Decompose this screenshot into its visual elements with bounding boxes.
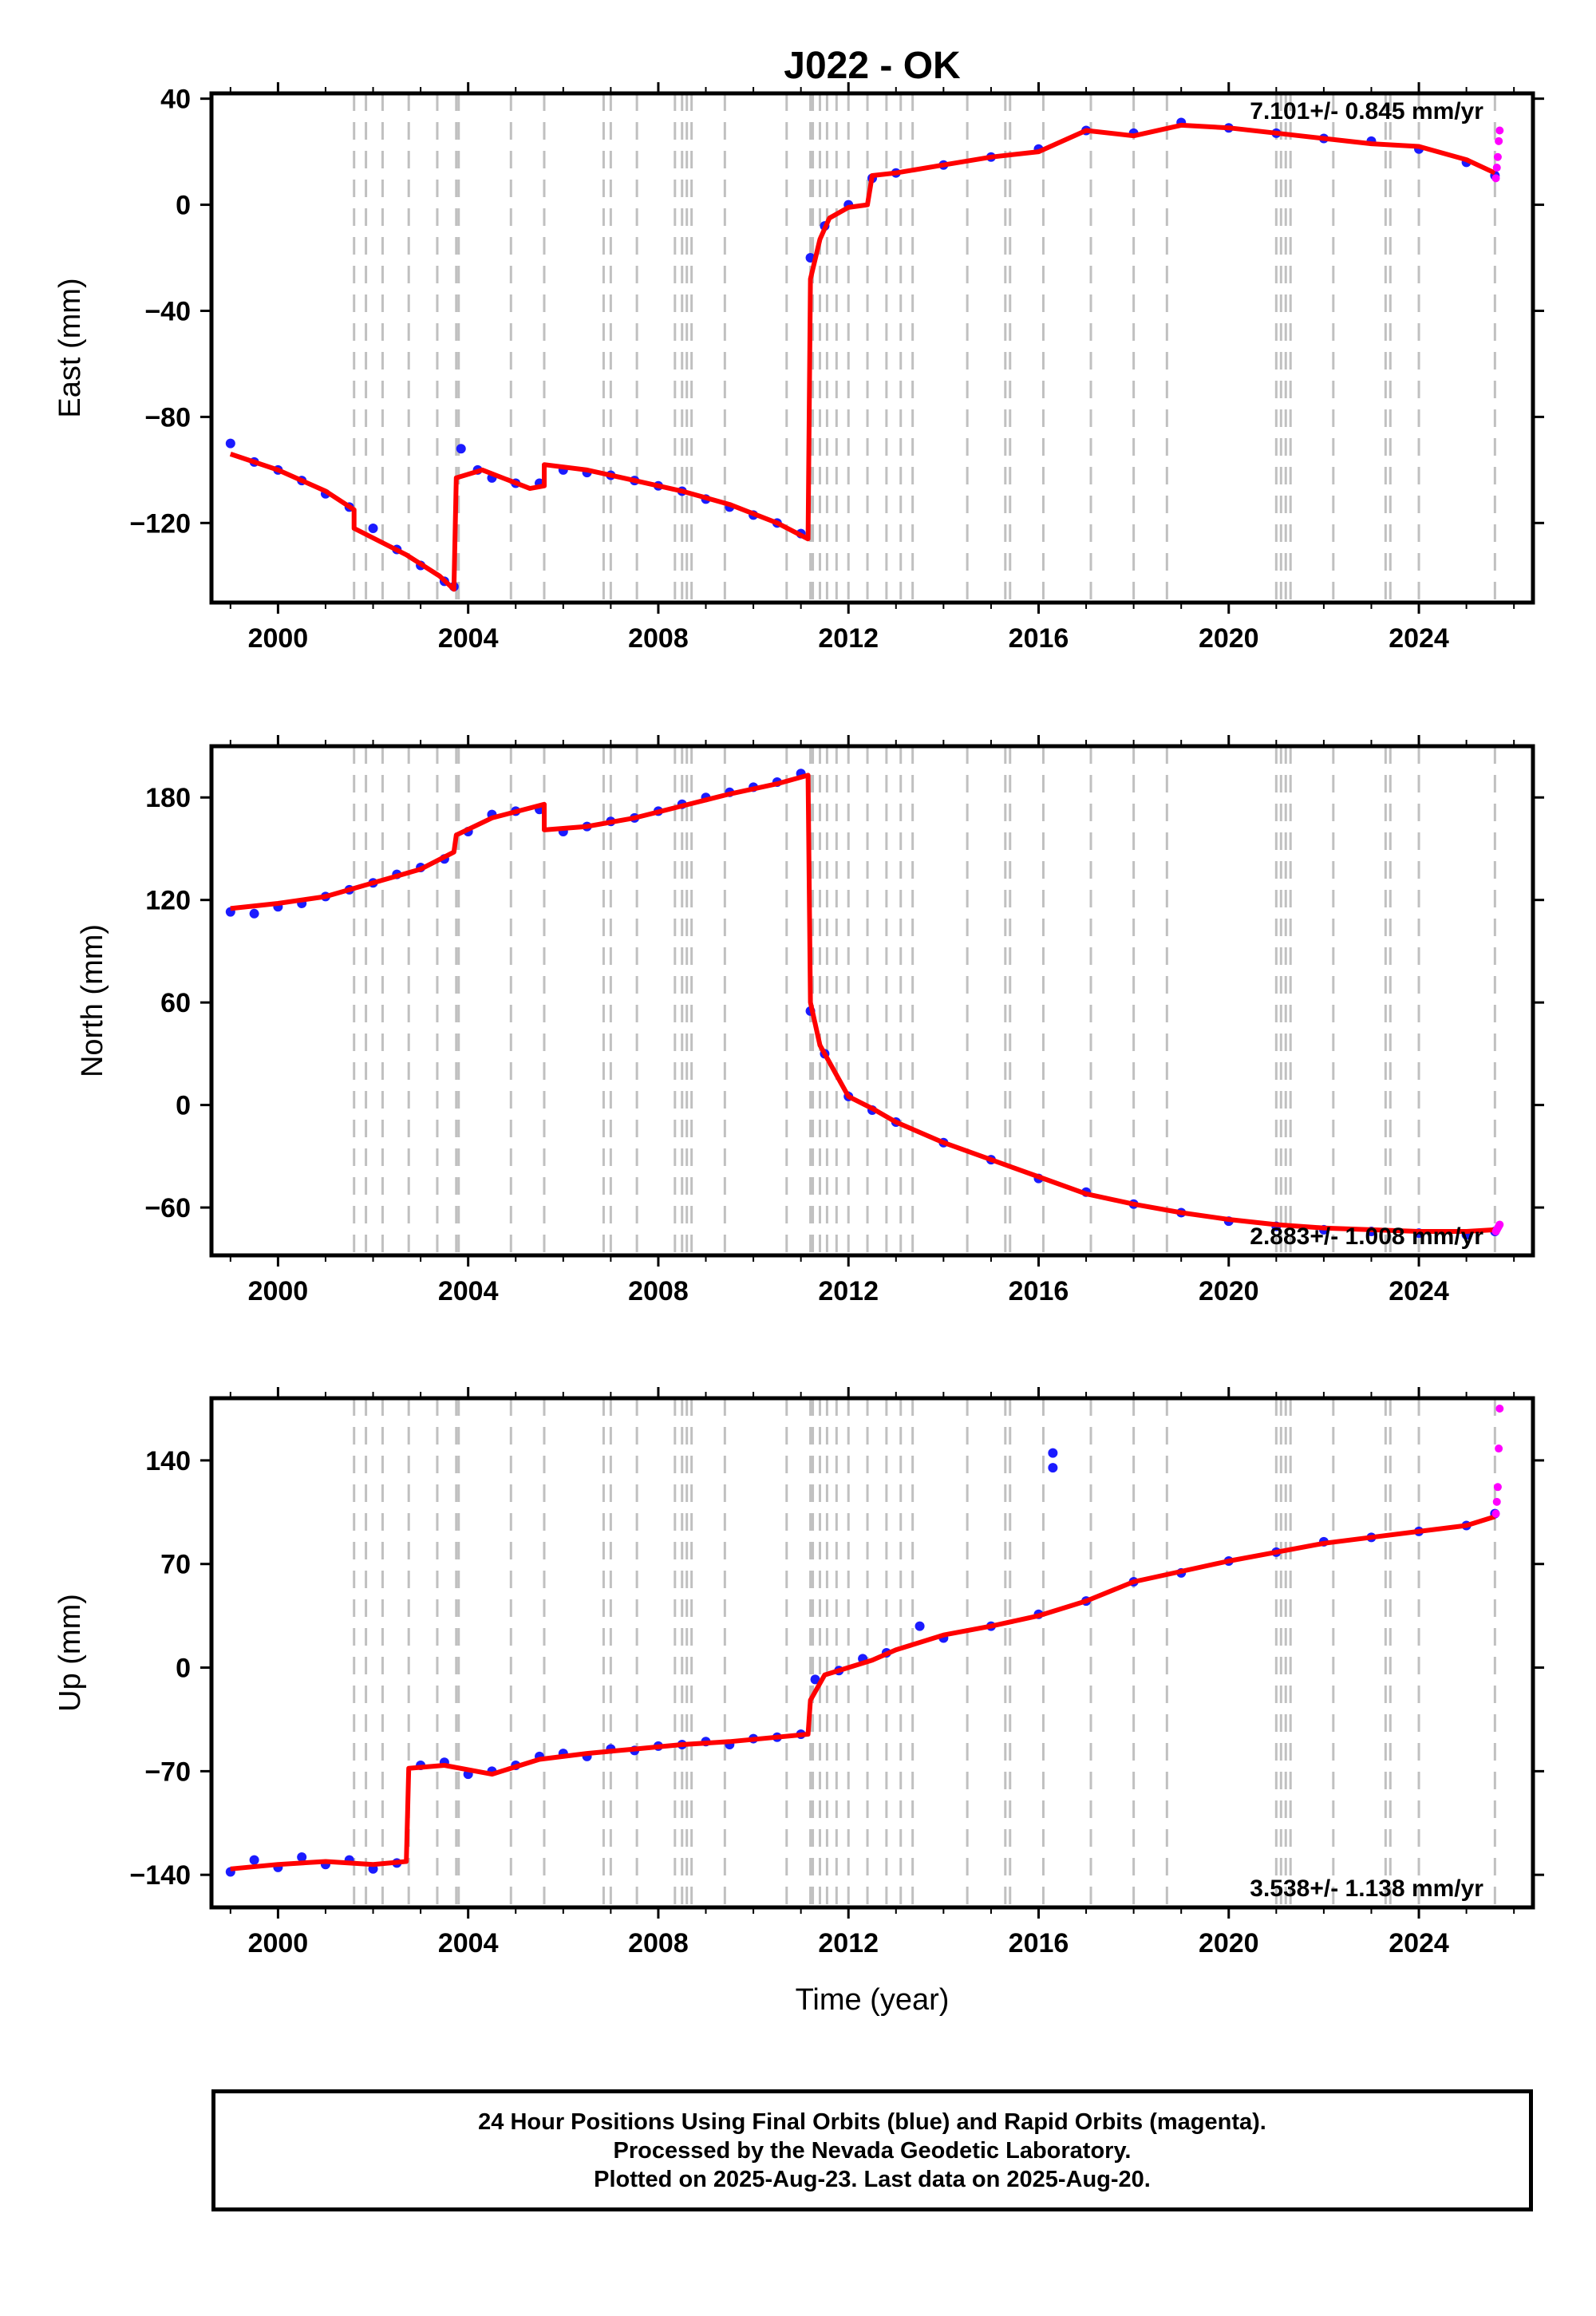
x-tick-label: 2008 <box>628 1928 689 1958</box>
rate-label: 3.538+/- 1.138 mm/yr <box>1250 1875 1483 1902</box>
final-orbit-point <box>225 438 235 449</box>
model-line <box>229 122 1496 592</box>
plot-frame <box>209 744 1535 1258</box>
x-tick-label: 2016 <box>1009 1276 1069 1306</box>
final-orbit-point <box>1048 1448 1058 1458</box>
x-tick-label: 2008 <box>628 623 689 654</box>
rapid-orbit-point <box>1491 174 1500 183</box>
rapid-orbit-point <box>1495 136 1503 145</box>
rapid-orbit-point <box>1492 164 1501 172</box>
up-panel: 2000 2004 2008 2012 2016 2020 2024 −140 −70 0 70 14… <box>53 1387 1544 1958</box>
x-tick-label: 2016 <box>1009 1928 1069 1958</box>
x-tick-label: 2004 <box>438 623 499 654</box>
x-tick-label: 2020 <box>1199 1928 1259 1958</box>
x-tick-label: 2024 <box>1389 623 1449 654</box>
final-orbit-point <box>915 1621 925 1631</box>
y-tick-label: 60 <box>160 988 191 1018</box>
rate-label: 2.883+/- 1.008 mm/yr <box>1250 1223 1483 1250</box>
y-axis-label: East (mm) <box>53 278 87 417</box>
x-tick-label: 2020 <box>1199 1276 1259 1306</box>
y-tick-label: 0 <box>176 191 191 221</box>
x-tick-label: 2012 <box>818 1928 879 1958</box>
final-orbit-point <box>368 523 378 533</box>
y-tick-label: 0 <box>176 1654 191 1684</box>
x-tick-label: 2016 <box>1009 623 1069 654</box>
final-orbit-point <box>249 908 259 919</box>
y-axis-label: North (mm) <box>76 924 109 1077</box>
rapid-orbit-point <box>1491 1509 1500 1518</box>
x-tick-label: 2004 <box>438 1928 499 1958</box>
x-tick-label: 2024 <box>1389 1928 1449 1958</box>
x-tick-label: 2012 <box>818 623 879 654</box>
x-tick-label: 2000 <box>248 1276 309 1306</box>
final-orbit-point <box>297 1852 307 1862</box>
rapid-orbit-point <box>1495 126 1504 135</box>
x-tick-label: 2000 <box>248 1928 309 1958</box>
x-tick-label: 2004 <box>438 1276 499 1306</box>
final-orbit-point <box>810 1674 820 1685</box>
y-tick-label: 120 <box>145 886 191 916</box>
x-axis-label: Time (year) <box>796 1983 950 2017</box>
y-tick-label: 70 <box>160 1550 191 1580</box>
model-line <box>230 773 1495 1234</box>
x-tick-label: 2024 <box>1389 1276 1449 1306</box>
rapid-orbit-point <box>1493 152 1502 161</box>
plot-frame <box>209 1396 1535 1910</box>
rapid-orbit-point <box>1495 1220 1504 1229</box>
y-tick-label: 40 <box>160 85 191 115</box>
north-panel: 2000 2004 2008 2012 2016 2020 2024 −60 0 60 120 180… <box>76 735 1544 1306</box>
model-line <box>230 1514 1496 1871</box>
x-tick-label: 2000 <box>248 623 309 654</box>
rapid-orbit-point <box>1495 1404 1504 1413</box>
x-tick-label: 2008 <box>628 1276 689 1306</box>
rapid-orbit-point <box>1493 1483 1502 1492</box>
x-tick-label: 2020 <box>1199 623 1259 654</box>
y-tick-label: −80 <box>144 402 191 433</box>
y-tick-label: −40 <box>144 296 191 326</box>
final-orbit-point <box>456 444 466 454</box>
y-tick-label: 140 <box>145 1446 191 1476</box>
y-tick-label: 180 <box>145 783 191 813</box>
rate-label: 7.101+/- 0.845 mm/yr <box>1250 98 1483 124</box>
caption-line-2: Processed by the Nevada Geodetic Laborat… <box>613 2137 1132 2164</box>
plot-frame <box>209 91 1535 605</box>
y-tick-label: −140 <box>129 1860 191 1891</box>
chart-title: J022 - OK <box>784 45 961 87</box>
y-axis-label: Up (mm) <box>53 1594 87 1712</box>
rapid-orbit-point <box>1495 1445 1503 1453</box>
caption-line-3: Plotted on 2025-Aug-23. Last data on 202… <box>594 2166 1151 2192</box>
caption-line-1: 24 Hour Positions Using Final Orbits (bl… <box>478 2109 1266 2135</box>
east-panel: 2000 2004 2008 2012 2016 2020 2024 −120 −80 −40 0 4… <box>53 82 1544 654</box>
y-tick-label: 0 <box>176 1091 191 1121</box>
final-orbit-point <box>249 1855 259 1865</box>
caption-box: 24 Hour Positions Using Final Orbits (bl… <box>211 2089 1533 2211</box>
x-tick-label: 2012 <box>818 1276 879 1306</box>
final-orbit-point <box>1048 1463 1058 1473</box>
rapid-orbit-point <box>1492 1497 1501 1506</box>
y-tick-label: −120 <box>129 508 191 539</box>
y-tick-label: −70 <box>144 1757 191 1787</box>
y-tick-label: −60 <box>144 1193 191 1223</box>
